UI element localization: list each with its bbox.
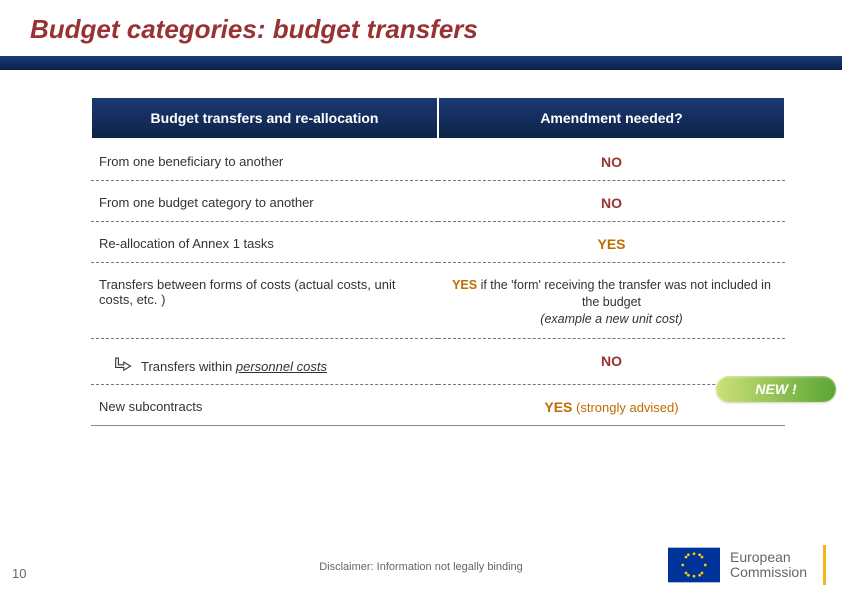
- table-row: New subcontracts YES (strongly advised): [91, 384, 785, 425]
- row-left: From one budget category to another: [91, 181, 438, 222]
- ec-line1: European: [730, 550, 807, 565]
- row-left-em: personnel costs: [236, 359, 327, 374]
- row-right: NO: [438, 181, 785, 222]
- answer-hint: (strongly advised): [572, 400, 678, 415]
- answer-yes-word: YES: [452, 278, 477, 292]
- ec-logo: European Commission: [668, 545, 826, 585]
- answer-rest: if the 'form' receiving the transfer was…: [477, 278, 771, 309]
- table-header-row: Budget transfers and re-allocation Amend…: [91, 97, 785, 139]
- title-bar: Budget categories: budget transfers: [0, 0, 842, 70]
- row-left: Re-allocation of Annex 1 tasks: [91, 222, 438, 263]
- row-left: Transfers within personnel costs: [91, 338, 438, 384]
- answer-no: NO: [601, 195, 622, 211]
- answer-note: (example a new unit cost): [540, 312, 682, 326]
- header-left: Budget transfers and re-allocation: [91, 97, 438, 139]
- ec-color-bar: [823, 545, 826, 585]
- page-title: Budget categories: budget transfers: [0, 0, 842, 45]
- row-right: YES: [438, 222, 785, 263]
- answer-mixed: YES if the 'form' receiving the transfer…: [446, 277, 777, 328]
- row-left: Transfers between forms of costs (actual…: [91, 263, 438, 339]
- ec-line2: Commission: [730, 565, 807, 580]
- answer-no: NO: [601, 154, 622, 170]
- page-number: 10: [12, 566, 26, 581]
- row-right: NO: [438, 139, 785, 181]
- answer-yes: YES: [544, 399, 572, 415]
- table-row: From one budget category to another NO: [91, 181, 785, 222]
- header-right: Amendment needed?: [438, 97, 785, 139]
- table-row: Transfers between forms of costs (actual…: [91, 263, 785, 339]
- table-row: Re-allocation of Annex 1 tasks YES: [91, 222, 785, 263]
- footer: 10 Disclaimer: Information not legally b…: [0, 525, 842, 595]
- row-left-prefix: Transfers within: [141, 359, 236, 374]
- table-row: From one beneficiary to another NO: [91, 139, 785, 181]
- budget-table: Budget transfers and re-allocation Amend…: [90, 96, 786, 426]
- row-left: From one beneficiary to another: [91, 139, 438, 181]
- arrow-down-right-icon: [115, 356, 133, 374]
- eu-flag-icon: [668, 547, 720, 583]
- content-area: Budget transfers and re-allocation Amend…: [0, 70, 842, 426]
- row-left: New subcontracts: [91, 384, 438, 425]
- table-row: Transfers within personnel costs NO: [91, 338, 785, 384]
- disclaimer-text: Disclaimer: Information not legally bind…: [319, 561, 523, 573]
- answer-yes: YES: [597, 236, 625, 252]
- row-right: YES if the 'form' receiving the transfer…: [438, 263, 785, 339]
- ec-text: European Commission: [730, 550, 807, 581]
- answer-no: NO: [601, 353, 622, 369]
- new-badge: NEW !: [716, 376, 836, 402]
